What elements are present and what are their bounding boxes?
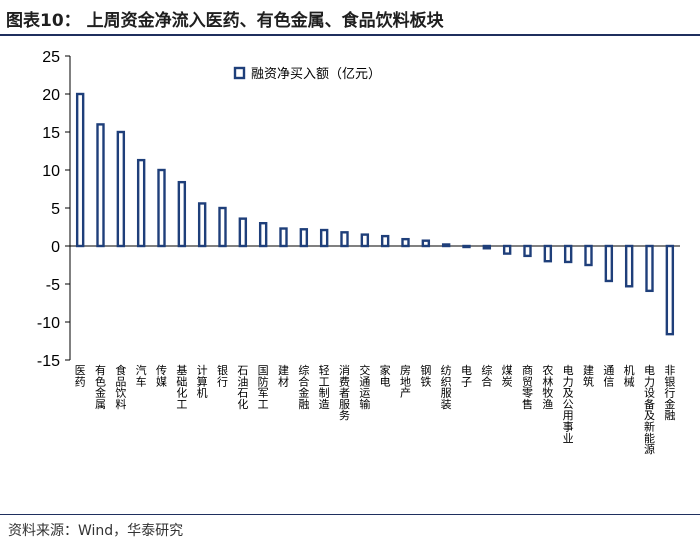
x-category-label: 消费者服务: [339, 363, 350, 422]
x-category-label: 综合: [481, 363, 492, 388]
x-category-label: 非银行金融: [664, 364, 675, 422]
bar-15: [360, 233, 370, 248]
bar-26: [584, 244, 593, 267]
x-axis-labels: 医药有色金属食品饮料汽车传媒基础化工计算机银行石油石化国防军工建材综合金融轻工制…: [75, 363, 676, 456]
x-category-label: 房地产: [400, 364, 411, 400]
bar-9: [238, 217, 248, 248]
bar-16: [380, 234, 390, 248]
x-category-label: 石油石化: [237, 364, 248, 411]
footer-rule: [0, 514, 700, 515]
bar-19: [441, 243, 451, 248]
bar-chart: 25 20 15 10 5 0 -5 -10 -15 医药有色金属食品饮料汽车传媒基础化工计算机…: [37, 49, 680, 456]
x-category-label: 计算机: [197, 364, 208, 400]
bar-25: [563, 244, 573, 264]
bars: [75, 92, 675, 336]
bar-12: [299, 228, 309, 248]
bar-7: [197, 202, 207, 248]
y-tick-label: -5: [46, 277, 60, 294]
y-tick-label: -15: [37, 353, 60, 370]
bar-13: [319, 228, 329, 248]
x-category-label: 纺织服装: [441, 363, 452, 411]
bar-11: [279, 227, 288, 248]
x-category-label: 农林牧渔: [542, 363, 553, 411]
bar-30: [665, 244, 675, 336]
bar-23: [523, 244, 532, 258]
x-category-label: 交通运输: [359, 363, 370, 411]
x-category-label: 电力设备及新能源: [644, 364, 655, 456]
bar-3: [116, 130, 126, 248]
y-axis: 25 20 15 10 5 0 -5 -10 -15: [37, 49, 680, 370]
bar-24: [543, 244, 553, 263]
x-category-label: 商贸零售: [522, 363, 533, 411]
bar-18: [421, 239, 431, 248]
bar-5: [157, 168, 166, 248]
x-category-label: 建材: [278, 363, 289, 388]
x-category-label: 通信: [603, 364, 614, 388]
bar-2: [96, 123, 105, 248]
bar-28: [624, 244, 634, 288]
x-category-label: 家电: [380, 363, 391, 388]
bar-6: [177, 180, 187, 248]
x-category-label: 基础化工: [176, 364, 187, 411]
y-tick-label: 15: [42, 125, 60, 142]
y-tick-label: 10: [42, 163, 60, 180]
x-category-label: 轻工制造: [319, 363, 330, 411]
bar-4: [136, 158, 146, 248]
x-category-label: 有色金属: [95, 363, 106, 411]
bar-21: [482, 244, 492, 250]
x-category-label: 煤炭: [502, 364, 513, 388]
bar-20: [462, 244, 471, 249]
x-category-label: 汽车: [136, 363, 147, 388]
bar-29: [645, 244, 654, 293]
x-category-label: 综合金融: [298, 363, 309, 411]
x-category-label: 钢铁: [420, 364, 431, 388]
bar-27: [604, 244, 614, 283]
y-tick-label: -10: [37, 315, 60, 332]
bar-10: [258, 221, 268, 248]
y-tick-label: 25: [42, 49, 60, 66]
bar-22: [502, 244, 512, 255]
x-category-label: 国防军工: [258, 364, 269, 411]
bar-1: [75, 92, 85, 248]
bar-17: [401, 237, 410, 248]
x-category-label: 食品饮料: [115, 363, 126, 411]
bar-8: [218, 206, 227, 248]
y-tick-label: 5: [51, 201, 60, 218]
x-category-label: 银行: [217, 363, 228, 388]
source-note: 资料来源：Wind，华泰研究: [8, 523, 184, 539]
x-category-label: 电子: [461, 364, 472, 388]
bar-14: [340, 231, 349, 248]
legend: 融资净买入额（亿元）: [233, 66, 381, 82]
x-category-label: 建筑: [583, 363, 594, 388]
legend-swatch: [233, 66, 246, 80]
x-category-label: 机械: [624, 363, 635, 388]
x-category-label: 传媒: [156, 364, 167, 388]
legend-label: 融资净买入额（亿元）: [251, 67, 381, 82]
y-tick-label: 0: [51, 239, 60, 256]
chart-title: 图表10： 上周资金净流入医药、有色金属、食品饮料板块: [6, 11, 444, 31]
x-category-label: 医药: [75, 364, 86, 388]
x-category-label: 电力及公用事业: [563, 364, 574, 445]
title-rule: [0, 34, 700, 36]
y-tick-label: 20: [42, 87, 60, 104]
